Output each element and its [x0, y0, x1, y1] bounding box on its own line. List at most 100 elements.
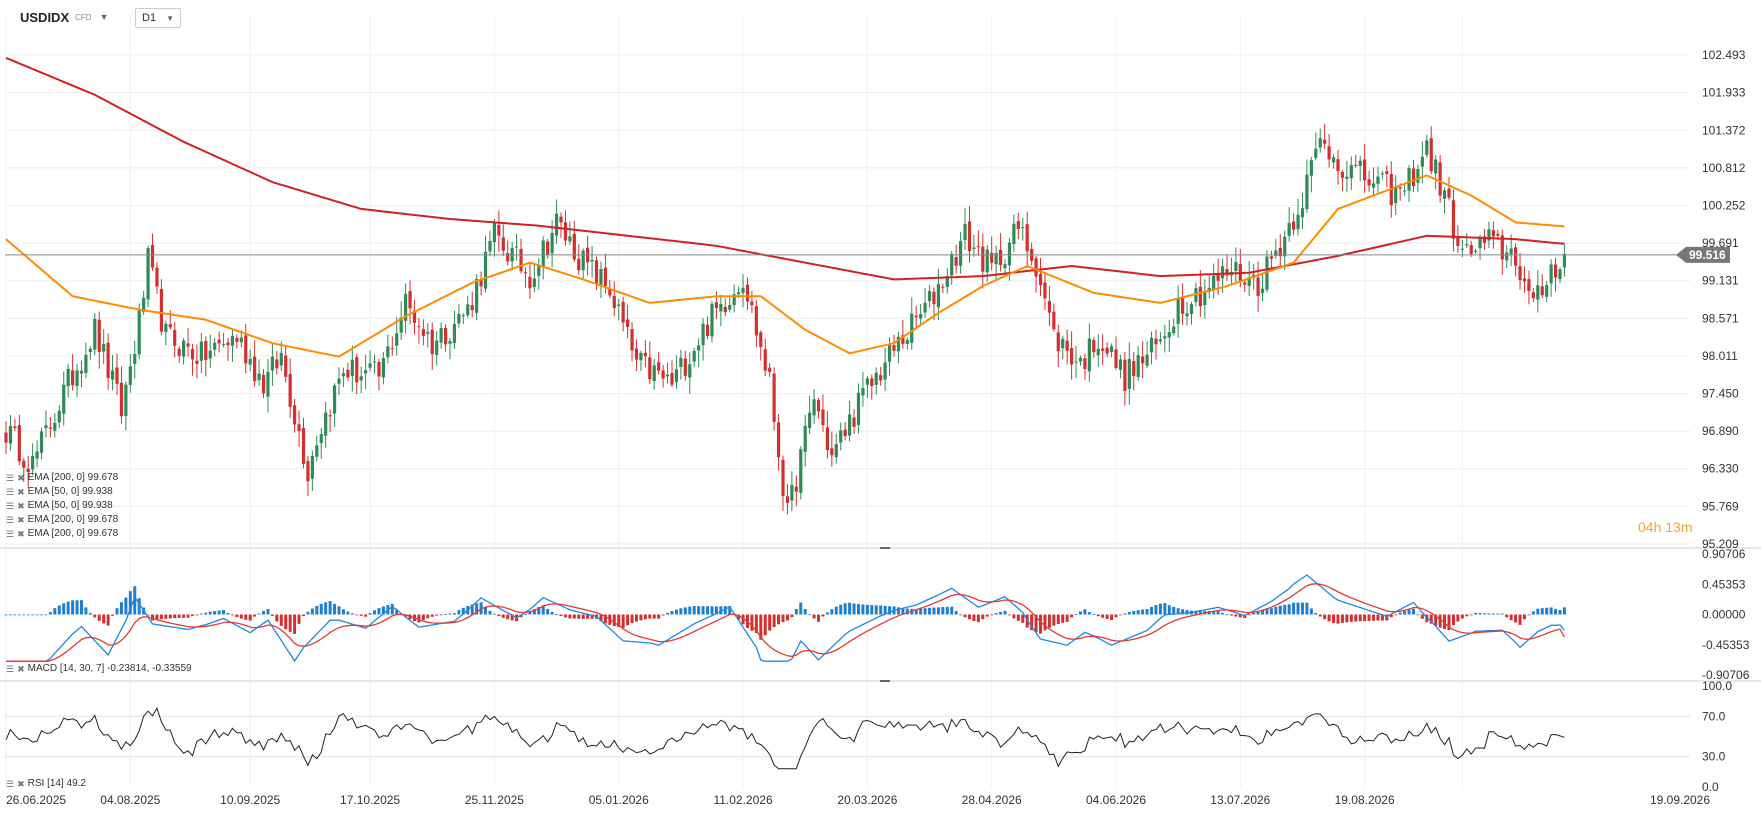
x-tick-label: 10.09.2025	[220, 793, 280, 807]
candle-up	[674, 369, 679, 383]
candle-up	[537, 264, 541, 276]
settings-icon[interactable]: ☰	[6, 664, 15, 674]
x-tick-label: 26.06.2025	[6, 793, 66, 807]
chevron-down-icon[interactable]: ▼	[99, 12, 109, 22]
candle-down	[377, 361, 381, 377]
macd-histogram-bar	[879, 605, 883, 615]
macd-histogram-bar	[1411, 608, 1415, 615]
legend-label: EMA [50, 0] 99.938	[27, 486, 113, 497]
candle-up	[1096, 348, 1100, 356]
candle-down	[293, 405, 297, 425]
legend-row[interactable]: ☰ ✖ EMA [200, 0] 99.678	[6, 471, 118, 485]
macd-histogram-bar	[151, 614, 155, 621]
legend-row[interactable]: ☰ ✖ EMA [200, 0] 99.678	[6, 527, 118, 541]
rsi-legend: ☰ ✖ RSI [14] 49.2	[6, 777, 86, 791]
candle-up	[1309, 160, 1313, 176]
legend-row[interactable]: ☰ ✖ MACD [14, 30, 7] -0.23814, -0.33559	[6, 662, 192, 676]
macd-histogram-bar	[603, 614, 607, 624]
macd-histogram-bar	[359, 614, 363, 616]
candle-down	[1216, 273, 1220, 281]
close-icon[interactable]: ✖	[17, 529, 25, 539]
macd-histogram-bar	[1110, 614, 1114, 620]
macd-histogram-bar	[1265, 608, 1269, 615]
timeframe-select[interactable]: D1 ▼	[135, 8, 181, 28]
macd-histogram-bar	[1261, 609, 1265, 615]
macd-histogram-bar	[324, 602, 328, 615]
candle-down	[506, 253, 510, 262]
settings-icon[interactable]: ☰	[6, 529, 15, 539]
candle-down	[443, 327, 448, 345]
candle-down	[941, 286, 945, 288]
macd-histogram-bar	[1287, 604, 1291, 615]
macd-histogram-bar	[470, 604, 474, 615]
macd-histogram-bar	[528, 611, 532, 615]
candle-up	[1145, 354, 1149, 366]
candle-up	[883, 362, 887, 380]
macd-histogram-bar	[1167, 605, 1171, 615]
macd-histogram-bar	[1070, 614, 1074, 618]
macd-histogram-bar	[932, 607, 936, 615]
close-icon[interactable]: ✖	[17, 779, 25, 789]
legend-row[interactable]: ☰ ✖ EMA [200, 0] 99.678	[6, 513, 118, 527]
macd-histogram-bar	[1500, 613, 1504, 615]
macd-histogram-bar	[341, 609, 345, 615]
close-icon[interactable]: ✖	[17, 473, 25, 483]
candle-up	[466, 304, 470, 316]
macd-histogram-bar	[279, 614, 283, 626]
candle-up	[803, 425, 807, 452]
macd-histogram-bar	[439, 614, 443, 616]
candle-down	[1141, 356, 1145, 364]
macd-histogram-bar	[253, 614, 257, 617]
close-icon[interactable]: ✖	[17, 501, 25, 511]
candle-up	[972, 247, 976, 249]
symbol-selector[interactable]: USDIDX CFD ▼	[20, 8, 109, 26]
macd-histogram-bar	[1478, 613, 1482, 615]
settings-icon[interactable]: ☰	[6, 501, 15, 511]
macd-histogram-bar	[57, 605, 61, 615]
macd-histogram-bar	[1172, 606, 1176, 615]
macd-histogram-bar	[1545, 607, 1549, 615]
macd-panel[interactable]	[4, 574, 1566, 663]
x-tick-label: 17.10.2025	[340, 793, 400, 807]
macd-histogram-bar	[674, 609, 678, 615]
candle-up	[1127, 358, 1131, 389]
candle-down	[306, 461, 310, 482]
chevron-down-icon[interactable]: ▼	[166, 13, 174, 23]
settings-icon[interactable]: ☰	[6, 515, 15, 525]
candle-down	[244, 335, 248, 364]
candle-up	[688, 364, 692, 378]
legend-row[interactable]: ☰ ✖ EMA [50, 0] 99.938	[6, 485, 118, 499]
candle-down	[106, 342, 110, 378]
close-icon[interactable]: ✖	[17, 515, 25, 525]
y-tick-label: 99.691	[1702, 236, 1739, 250]
candle-up	[475, 279, 479, 313]
macd-histogram-bar	[1092, 614, 1096, 616]
rsi-panel[interactable]	[5, 706, 1690, 770]
candle-down	[1132, 361, 1136, 377]
price-panel[interactable]: 99.516	[4, 56, 1730, 515]
candle-down	[1038, 273, 1043, 286]
candle-down	[297, 424, 301, 432]
close-icon[interactable]: ✖	[17, 664, 25, 674]
macd-histogram-bar	[999, 611, 1003, 615]
candle-up	[62, 384, 66, 414]
settings-icon[interactable]: ☰	[6, 779, 15, 789]
settings-icon[interactable]: ☰	[6, 473, 15, 483]
macd-histogram-bar	[488, 610, 492, 615]
macd-histogram-bar	[1376, 614, 1380, 621]
candle-up	[208, 350, 212, 359]
close-icon[interactable]: ✖	[17, 487, 25, 497]
candle-down	[1065, 340, 1069, 351]
symbol-name: USDIDX	[20, 9, 70, 25]
legend-row[interactable]: ☰ ✖ EMA [50, 0] 99.938	[6, 499, 118, 513]
candle-up	[679, 357, 683, 367]
macd-histogram-bar	[444, 614, 448, 615]
settings-icon[interactable]: ☰	[6, 487, 15, 497]
macd-histogram-bar	[666, 612, 670, 615]
macd-histogram-bar	[301, 614, 305, 617]
macd-histogram-bar	[821, 614, 825, 617]
macd-histogram-bar	[124, 597, 128, 615]
y-tick-label: 98.571	[1702, 311, 1739, 325]
legend-row[interactable]: ☰ ✖ RSI [14] 49.2	[6, 777, 86, 791]
